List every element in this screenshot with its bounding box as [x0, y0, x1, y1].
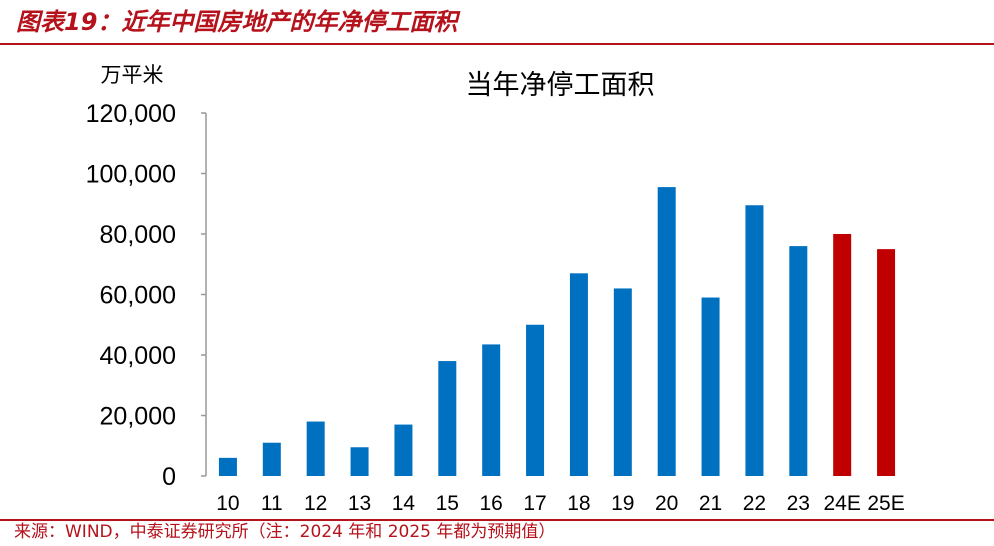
x-tick-label: 17 [523, 492, 546, 515]
y-tick-label: 80,000 [100, 221, 176, 249]
bar [394, 424, 413, 476]
bar [745, 205, 764, 476]
bar [438, 361, 457, 476]
x-tick-label: 14 [392, 492, 416, 515]
y-tick-label: 20,000 [100, 403, 176, 431]
bar-chart: 当年净停工面积 万平米 020,00040,00060,00080,000100… [86, 64, 905, 515]
chart-title: 当年净停工面积 [466, 70, 655, 100]
x-tick-label: 20 [655, 492, 678, 515]
x-tick-label: 11 [261, 492, 283, 515]
bar [657, 187, 676, 477]
bar [613, 288, 632, 476]
x-tick-label: 10 [216, 492, 239, 515]
estimate-bar [877, 249, 896, 476]
x-tick-label: 16 [480, 492, 503, 515]
y-tick-labels: 0 20,000 40,000 60,000 80,000 100,000 120,000 [86, 100, 206, 491]
x-tick-label: 22 [743, 492, 766, 515]
bar [526, 324, 545, 476]
bar [482, 344, 501, 476]
x-tick-label: 21 [699, 492, 722, 515]
bar [306, 421, 325, 476]
x-tick-label: 23 [787, 492, 810, 515]
bar [262, 442, 281, 476]
x-tick-labels: 10 11 12 13 14 15 16 17 18 19 20 21 22 23 24E 25E [216, 492, 904, 515]
title-divider [0, 43, 994, 45]
bar [569, 273, 588, 476]
bar [218, 457, 237, 476]
figure-title: 图表19：近年中国房地产的年净停工面积 [16, 8, 458, 36]
x-tick-label: 25E [867, 492, 904, 515]
y-tick-label: 0 [162, 463, 176, 491]
bar [701, 297, 720, 476]
x-tick-label: 18 [567, 492, 590, 515]
x-tick-label: 24E [824, 492, 861, 515]
estimate-bar [833, 234, 852, 476]
bar [789, 246, 808, 476]
y-tick-label: 60,000 [100, 282, 176, 310]
x-tick-label: 19 [611, 492, 634, 515]
bars [218, 187, 896, 477]
y-tick-label: 100,000 [86, 161, 176, 189]
bar [350, 447, 369, 476]
source-divider [0, 519, 994, 521]
x-tick-label: 15 [436, 492, 459, 515]
x-tick-label: 13 [348, 492, 371, 515]
y-tick-label: 40,000 [100, 342, 176, 370]
y-tick-label: 120,000 [86, 100, 176, 128]
source-note: 来源：WIND，中泰证券研究所（注：2024 年和 2025 年都为预期值） [14, 522, 556, 542]
x-tick-label: 12 [304, 492, 327, 515]
y-axis-unit-label: 万平米 [101, 64, 164, 87]
